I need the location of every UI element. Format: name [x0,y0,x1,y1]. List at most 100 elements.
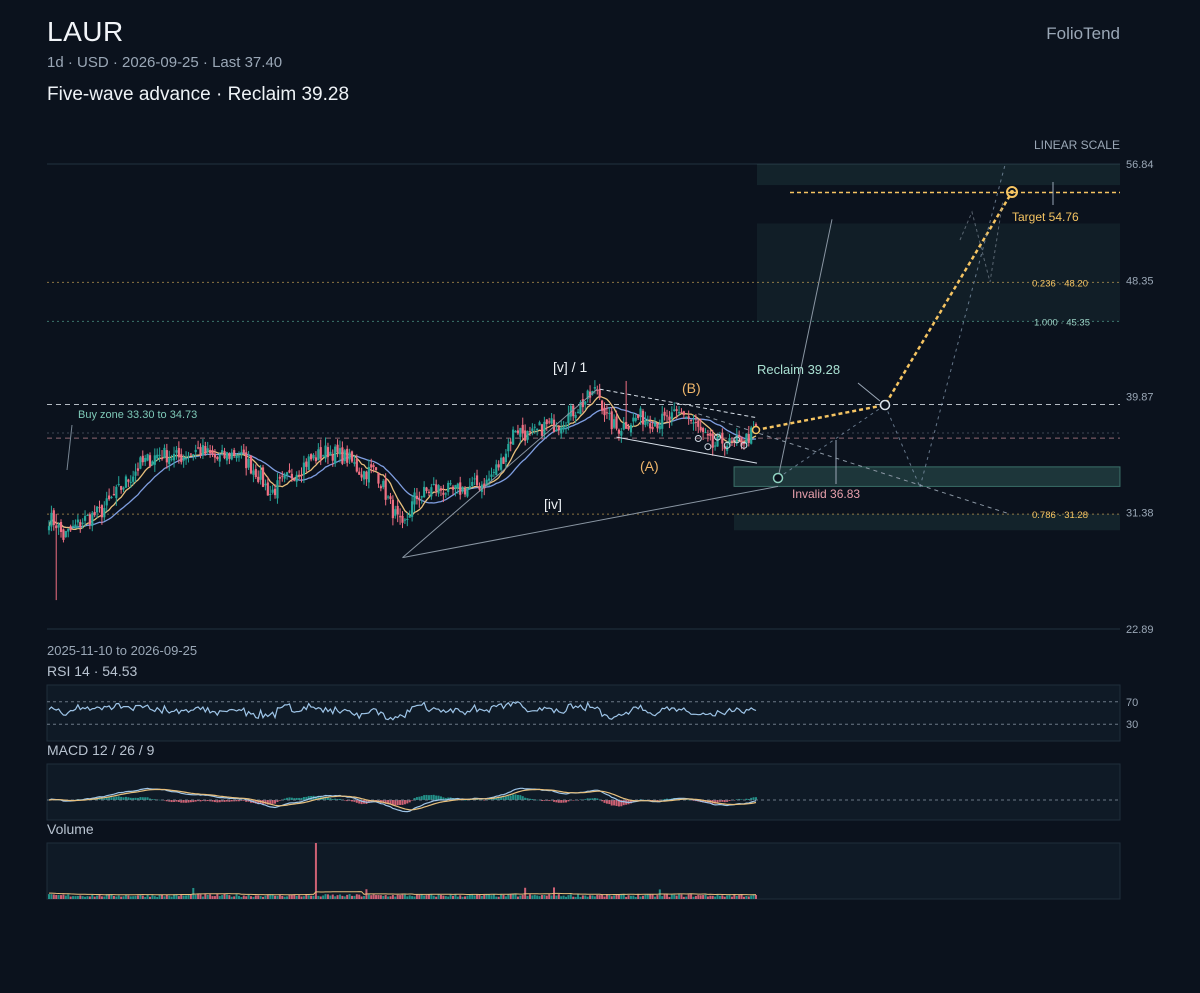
volume-bar [52,894,55,899]
candle-body [471,481,474,487]
macd-hist-bar [129,797,132,800]
macd-hist-bar [750,797,753,800]
target-point-core [1010,190,1014,194]
wave-base-line [402,485,779,559]
candle-body [398,516,402,518]
macd-hist-bar [254,800,257,804]
macd-hist-bar [141,797,144,800]
candle-body [319,447,322,459]
volume-bar [598,895,601,899]
candle-body [233,450,236,456]
volume-bar [245,896,248,899]
macd-hist-bar [579,799,582,800]
volume-bar [122,896,125,899]
candle-body [617,429,621,434]
candle-body [295,474,298,482]
buy-zone-pointer [66,424,73,471]
macd-hist-bar [521,796,524,800]
candle-body [603,407,606,416]
volume-bar [132,896,135,899]
macd-hist-bar [115,796,118,800]
candle-body [343,450,346,462]
volume-bar [389,896,392,899]
macd-hist-bar [168,800,171,802]
volume-bar [375,895,378,899]
macd-hist-bar [394,800,397,806]
macd-hist-bar [307,796,310,800]
volume-bar [726,895,729,899]
volume-bar [603,896,606,899]
volume-bar [502,894,505,899]
volume-bar [223,894,226,899]
volume-bar [742,896,745,899]
volume-bar [209,894,212,899]
macd-hist-bar [112,797,115,800]
y-axis-tick-label: 31.38 [1126,508,1154,520]
scale-mode-label[interactable]: LINEAR SCALE [1033,138,1120,152]
candle-body [524,430,527,441]
candle-body [730,440,734,442]
volume-bar [408,895,411,899]
volume-bar [651,894,654,899]
candle-body [276,480,279,499]
macd-hist-bar [384,800,387,804]
volume-bar [206,894,209,899]
volume-bar [317,895,320,899]
candle-body [656,423,659,429]
volume-bar [644,894,647,899]
volume-bar [411,896,414,899]
candle-body [312,454,315,459]
volume-bar [64,895,67,899]
macd-hist-bar [656,800,659,801]
volume-bar [312,895,315,899]
candle-body [586,390,589,399]
macd-hist-bar [149,798,151,800]
candle-body [411,501,414,517]
macd-hist-bar [639,799,642,800]
candle-body [259,470,262,480]
volume-bar [627,895,630,899]
volume-bar [704,894,707,899]
volume-bar [286,896,289,899]
macd-hist-bar [290,797,293,800]
candle-body [206,448,209,453]
candle-body [540,424,544,436]
volume-bar [237,895,240,899]
candle-body [516,430,520,434]
volume-bar [225,894,228,899]
volume-bar [557,894,560,899]
volume-bar [168,895,171,899]
candle-body [574,415,577,418]
target-subwave-path [959,199,1004,283]
candle-body [629,424,633,433]
candle-body [201,445,205,455]
candle-body [324,445,327,459]
macd-hist-bar [718,800,721,802]
macd-hist-bar [601,800,604,802]
volume-bar [702,895,705,899]
volume-bar [177,896,180,899]
volume-bar [175,894,178,899]
candle-body [269,493,272,495]
candle-body [560,427,563,434]
buy-zone-label: Buy zone 33.30 to 34.73 [78,409,197,421]
fib-1000-label: 1.000 · 45.35 [1034,317,1090,328]
wave-b-label: (B) [682,380,701,396]
volume-bar [473,895,476,899]
candle-body [406,518,409,520]
volume-bar [649,894,652,899]
macd-hist-bar [447,797,450,800]
macd-hist-bar [444,797,447,800]
macd-hist-bar [233,800,236,802]
candle-body [564,425,568,427]
macd-hist-bar [197,800,200,802]
candle-body [221,450,224,453]
volume-bar [673,894,676,899]
channel-top-line [599,388,759,419]
pivot-marker [723,441,731,449]
candle-body [649,423,652,429]
macd-hist-bar [221,800,224,802]
volume-bar [536,895,539,899]
volume-bar [690,894,693,899]
